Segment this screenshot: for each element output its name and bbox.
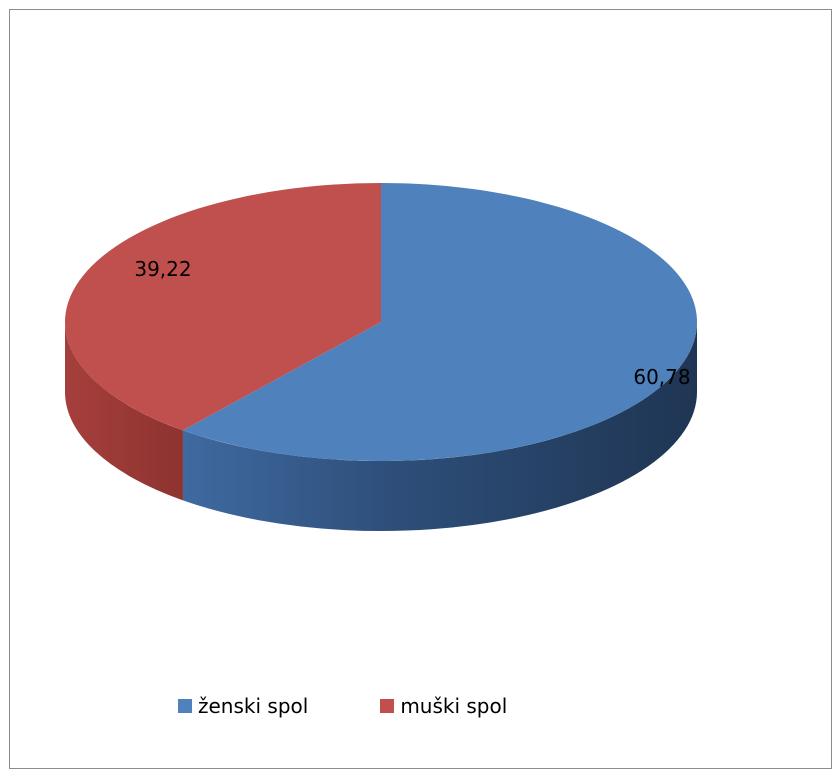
pie-slice-0 [182, 183, 698, 461]
legend: ženski spol muški spol [178, 694, 579, 718]
legend-item-muski: muški spol [380, 694, 507, 718]
legend-item-zenski: ženski spol [178, 694, 308, 718]
legend-swatch-muski [380, 699, 395, 713]
pie-side-0 [182, 322, 698, 532]
data-label-1: 39,22 [134, 257, 191, 281]
pie-side-1 [65, 322, 183, 501]
pie-slice-1 [65, 183, 381, 431]
legend-label-muski: muški spol [400, 694, 508, 718]
legend-label-zenski: ženski spol [198, 694, 309, 718]
legend-swatch-zenski [178, 699, 192, 713]
data-label-0: 60,78 [633, 365, 690, 389]
